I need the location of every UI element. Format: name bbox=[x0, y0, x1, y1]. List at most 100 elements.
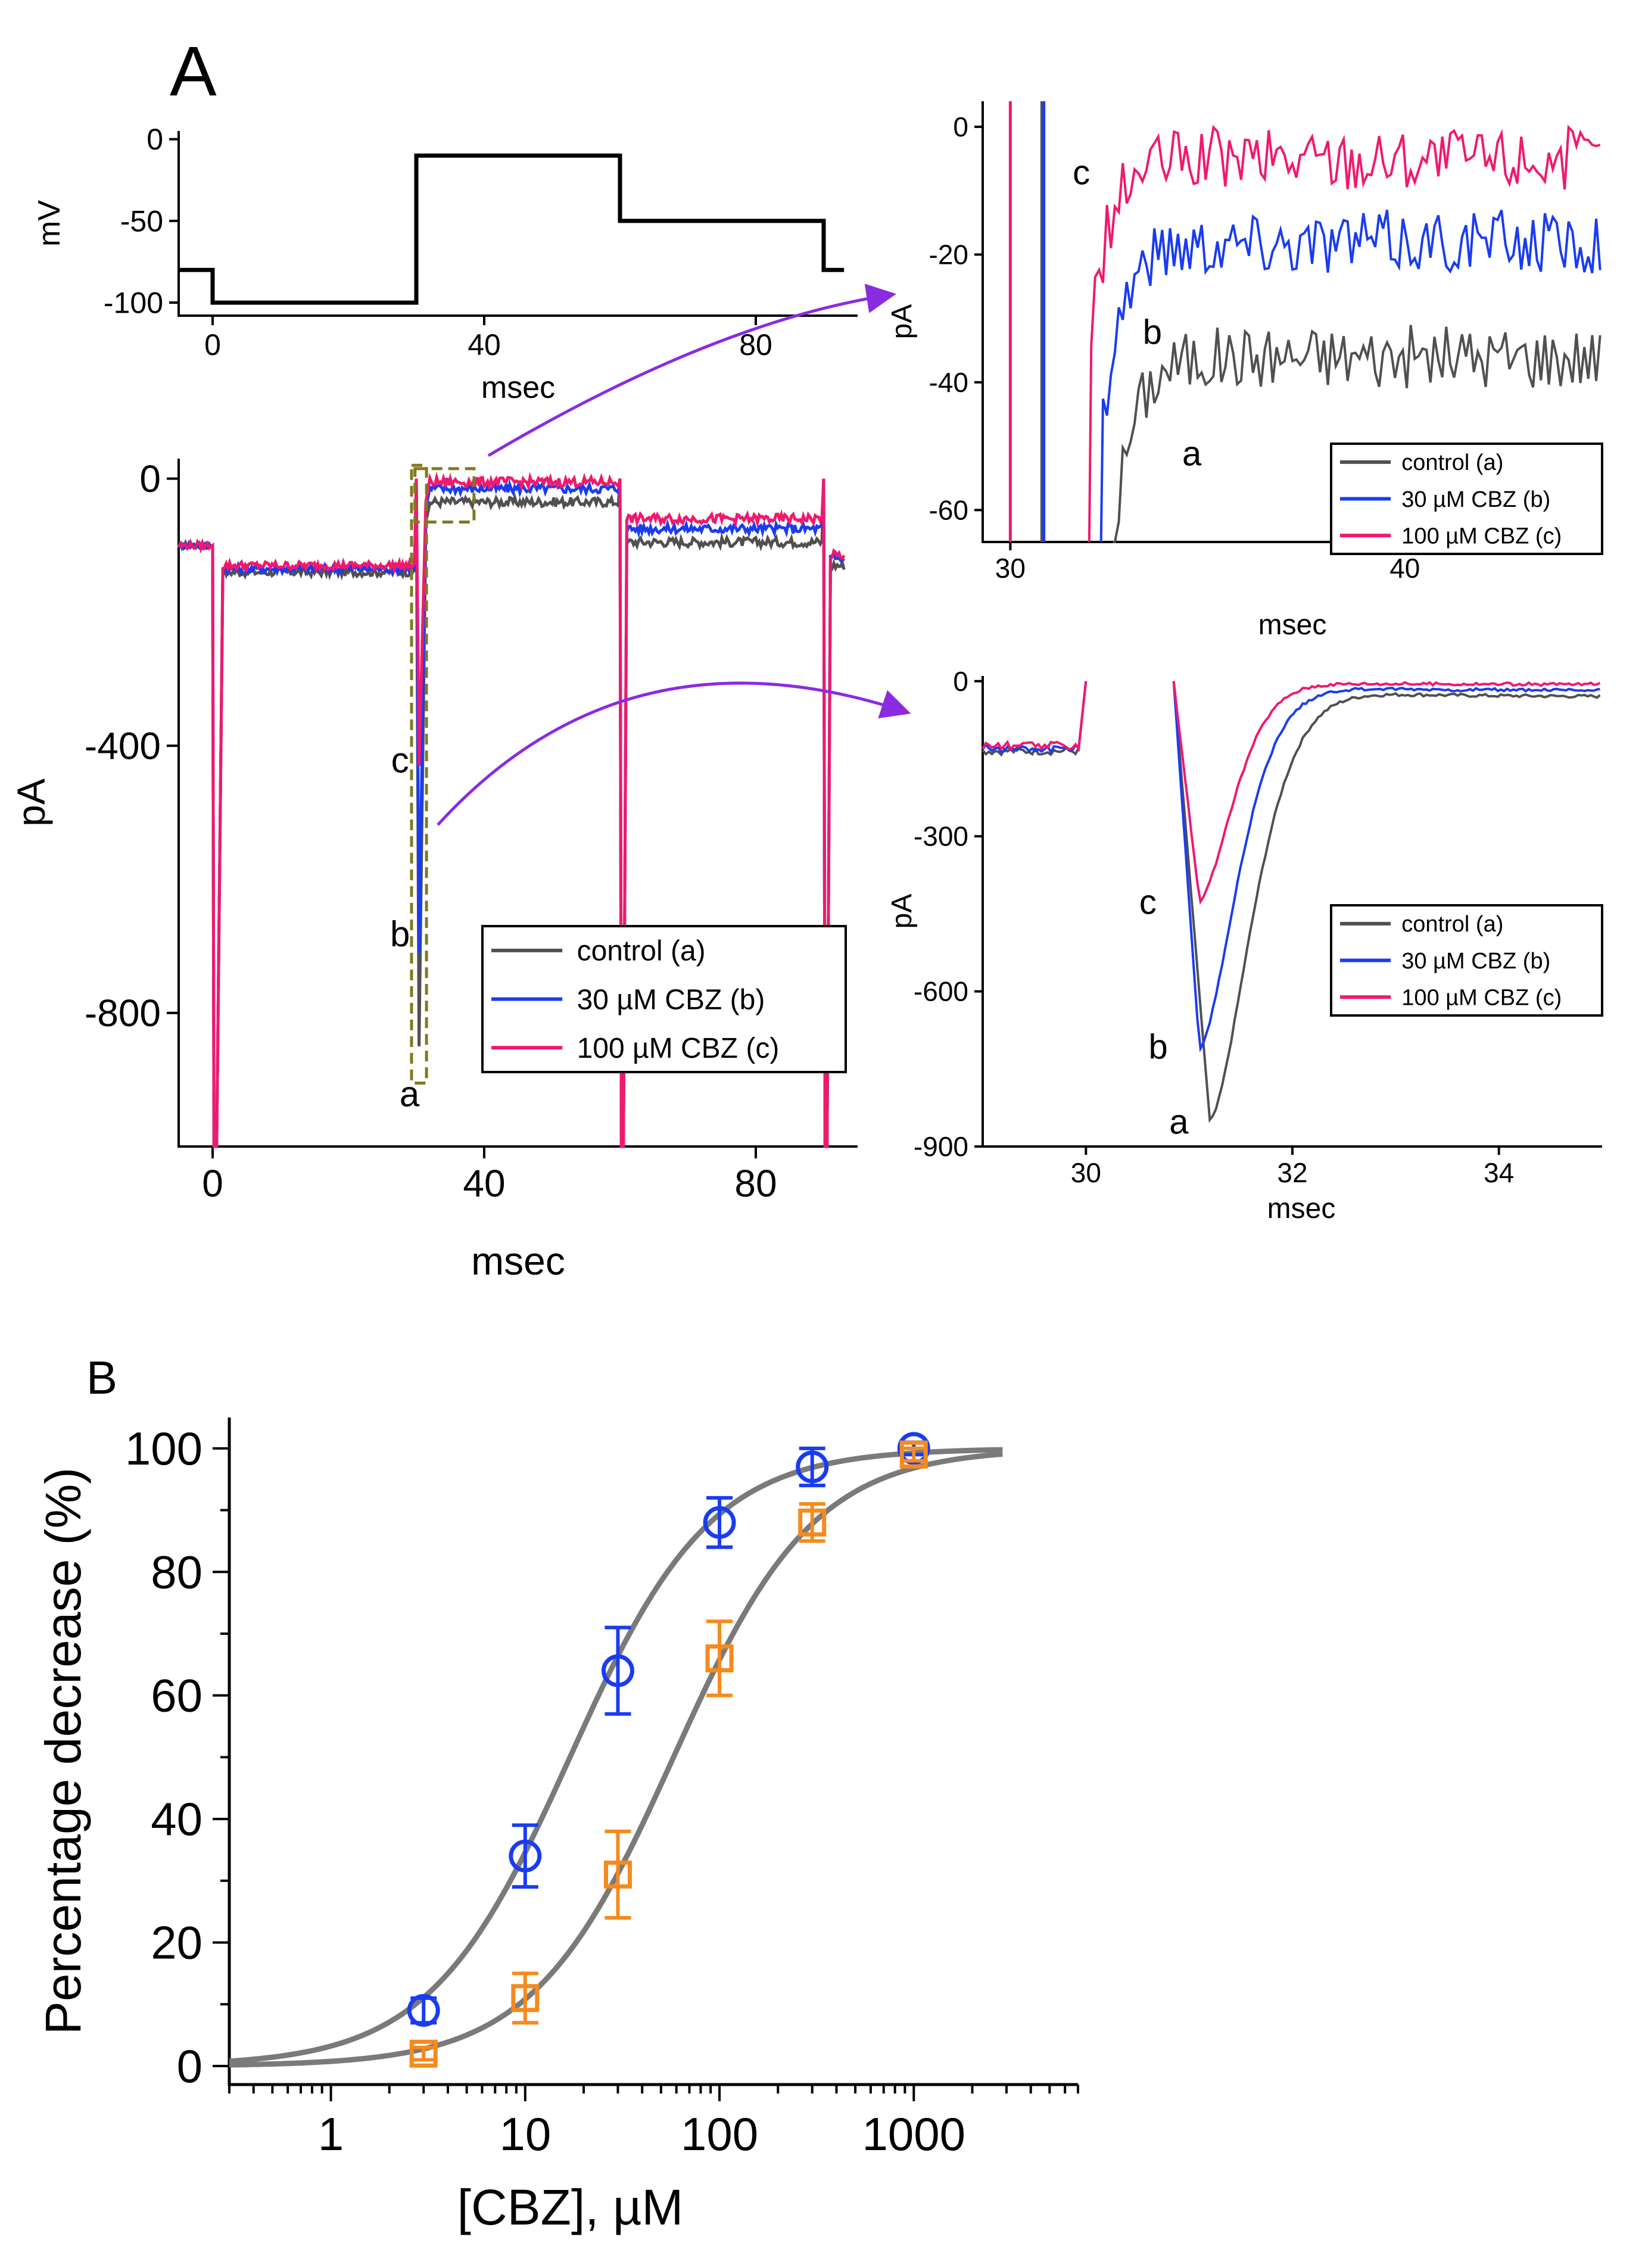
zoom_late-xtick-label: 30 bbox=[995, 553, 1026, 584]
data-point-circle bbox=[509, 1839, 542, 1873]
zoom-box-late bbox=[413, 467, 476, 524]
main-legend-label: 100 µM CBZ (c) bbox=[577, 1033, 780, 1064]
zoom_late-ytick-label: -40 bbox=[929, 367, 968, 398]
protocol-ytick-label: 0 bbox=[147, 123, 163, 156]
dose-ytick-label: 40 bbox=[151, 1793, 202, 1845]
zoom-peak-label-a: a bbox=[1169, 1102, 1189, 1141]
zoom-late-current-panel: 30 40 0 -20 -40 -60 msec pA c b a control (a) 30 µM … bbox=[886, 101, 1603, 641]
zoom-late-trace-2 bbox=[1088, 124, 1601, 543]
main_currents-xlabel: msec bbox=[471, 1239, 565, 1283]
main_currents-ytick-label: -800 bbox=[85, 992, 161, 1035]
trace-label-a: a bbox=[400, 1074, 420, 1114]
dose-ytick-label: 80 bbox=[151, 1546, 202, 1598]
protocol-trace bbox=[179, 153, 845, 305]
protocol-ylabel: mV bbox=[32, 200, 67, 247]
zoom-peak-label-c: c bbox=[1139, 883, 1157, 921]
zoom-late-legend-label: 30 µM CBZ (b) bbox=[1401, 487, 1550, 512]
zoom-peak-trace-1 bbox=[1172, 681, 1600, 1053]
protocol-axes bbox=[177, 131, 858, 317]
trace-label-b: b bbox=[390, 914, 410, 954]
zoom_late-xtick-label: 40 bbox=[1389, 553, 1420, 584]
data-point-square bbox=[603, 1860, 632, 1889]
zoom-late-trace-1 bbox=[1099, 209, 1602, 543]
arrow-to-peak-zoom bbox=[437, 681, 911, 826]
main-legend-label: control (a) bbox=[577, 936, 706, 967]
zoom_peak-ytick-label: -600 bbox=[914, 976, 968, 1007]
zoom-late-legend-label: control (a) bbox=[1401, 450, 1503, 475]
main-legend-label: 30 µM CBZ (b) bbox=[577, 984, 765, 1015]
dose-ytick-label: 20 bbox=[151, 1916, 202, 1968]
dose-xtick-label: 1 bbox=[318, 2108, 344, 2160]
zoom_peak-ytick-label: 0 bbox=[953, 666, 968, 697]
zoom-arrows bbox=[437, 284, 911, 826]
zoom-late-label-c: c bbox=[1073, 153, 1090, 192]
main_currents-xtick-label: 0 bbox=[202, 1162, 223, 1205]
main_currents-xtick-label: 80 bbox=[734, 1162, 777, 1205]
zoom_late-ytick-label: -20 bbox=[929, 239, 968, 270]
main_currents-axes bbox=[177, 459, 858, 1148]
zoom-late-legend-label: 100 µM CBZ (c) bbox=[1401, 524, 1562, 549]
arrow-to-late-zoom bbox=[487, 284, 896, 457]
zoom-peak-trace-0 bbox=[1172, 681, 1601, 1123]
protocol-xtick-label: 0 bbox=[204, 328, 221, 362]
data-point-circle bbox=[897, 1432, 930, 1465]
dose-ylabel: Percentage decrease (%) bbox=[35, 1468, 91, 2035]
zoom-peak-legend-label: control (a) bbox=[1401, 912, 1503, 937]
data-point-square bbox=[511, 1984, 540, 2012]
dose-response-panel: 1 10 100 1000 0 20 40 60 80 100 [CBZ], µM Percentag… bbox=[35, 1418, 1079, 2235]
zoom_peak-ytick-label: -300 bbox=[914, 821, 968, 852]
dose-xtick-label: 1000 bbox=[862, 2108, 966, 2160]
zoom-peak-pre-1 bbox=[982, 681, 1088, 755]
data-point-square bbox=[899, 1440, 928, 1469]
zoom_peak-xlabel: msec bbox=[1267, 1193, 1336, 1225]
zoom_peak-xtick-label: 30 bbox=[1071, 1157, 1101, 1188]
data-point-circle bbox=[601, 1654, 634, 1687]
trace-label-c: c bbox=[391, 740, 409, 780]
data-point-circle bbox=[796, 1450, 829, 1484]
zoom-late-label-a: a bbox=[1182, 434, 1202, 473]
data-point-square bbox=[798, 1508, 827, 1537]
main_currents-ytick-label: 0 bbox=[139, 457, 161, 500]
zoom-late-label-b: b bbox=[1143, 313, 1162, 352]
protocol-xlabel: msec bbox=[481, 370, 555, 405]
dose-ytick-label: 0 bbox=[177, 2040, 202, 2092]
current-trace-30um bbox=[177, 478, 846, 1148]
protocol-ytick-label: -100 bbox=[104, 286, 163, 320]
zoom_late-ytick-label: -60 bbox=[929, 494, 968, 525]
zoom_peak-ylabel: pA bbox=[886, 894, 918, 929]
zoom-peak-trace-2 bbox=[1172, 681, 1601, 905]
data-point-circle bbox=[407, 1994, 440, 2027]
current-trace-100um bbox=[177, 471, 846, 1148]
dose-xtick-label: 100 bbox=[681, 2108, 758, 2160]
current-trace-control bbox=[178, 478, 846, 1148]
panel-label-b: B bbox=[86, 1351, 117, 1404]
zoom_late-ytick-label: 0 bbox=[953, 111, 968, 142]
zoom-peak-pre-2 bbox=[982, 681, 1088, 753]
data-point-circle bbox=[703, 1506, 736, 1539]
zoom_late-xlabel: msec bbox=[1258, 609, 1327, 641]
main-current-panel: 0 40 80 0 -400 -800 msec pA c b a control (a) 30 µM … bbox=[9, 457, 858, 1283]
main_currents-ylabel: pA bbox=[9, 778, 53, 827]
zoom-peak-current-panel: 30 32 34 0 -300 -600 -900 msec pA c ba control (a) 3… bbox=[886, 666, 1603, 1225]
hill-fit-circles bbox=[229, 1447, 1003, 2064]
zoom-peak-legend-label: 30 µM CBZ (b) bbox=[1401, 949, 1550, 974]
data-point-square bbox=[705, 1644, 734, 1672]
zoom_peak-xtick-label: 32 bbox=[1277, 1157, 1307, 1188]
zoom_peak-xtick-label: 34 bbox=[1484, 1157, 1514, 1188]
dose-ytick-label: 100 bbox=[125, 1422, 202, 1475]
dose-axes bbox=[228, 1418, 1078, 2086]
zoom-peak-label-b: b bbox=[1149, 1027, 1168, 1066]
zoom-peak-legend-label: 100 µM CBZ (c) bbox=[1401, 985, 1562, 1010]
dose-xtick-label: 10 bbox=[499, 2108, 551, 2160]
dose-ytick-label: 60 bbox=[151, 1669, 202, 1722]
main_currents-xtick-label: 40 bbox=[463, 1162, 505, 1205]
zoom-late-trace-0 bbox=[1113, 325, 1602, 543]
zoom_peak-ytick-label: -900 bbox=[914, 1131, 968, 1162]
hill-fit-squares bbox=[229, 1451, 1003, 2068]
data-point-square bbox=[409, 2039, 438, 2068]
dose-xlabel: [CBZ], µM bbox=[457, 2179, 684, 2235]
panel-label-a: A bbox=[170, 32, 217, 111]
zoom_late-ylabel: pA bbox=[886, 304, 918, 339]
